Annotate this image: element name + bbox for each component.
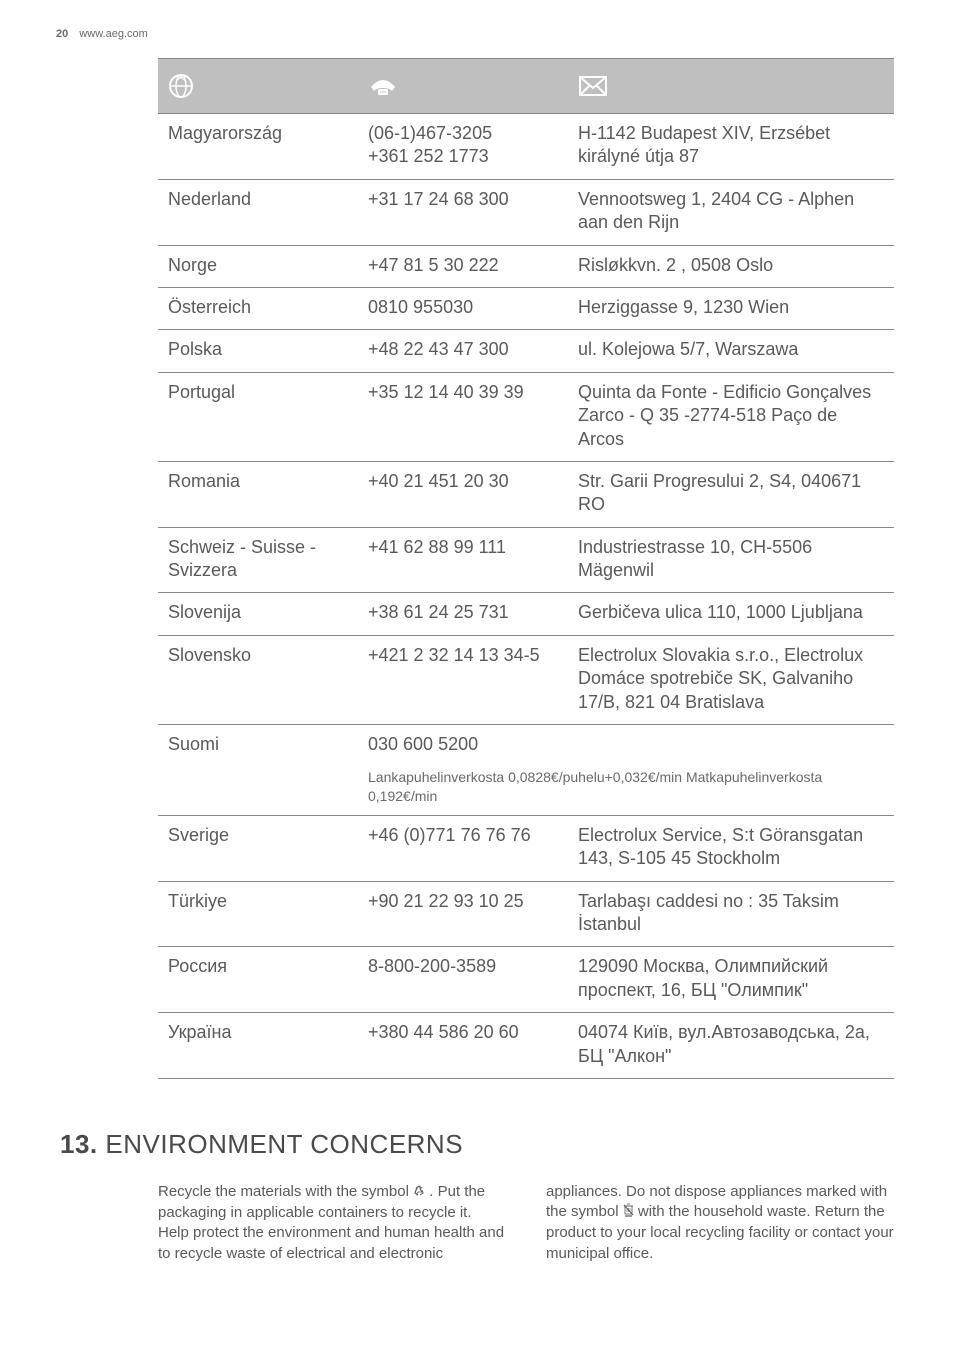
cell-phone: +421 2 32 14 13 34-5	[358, 635, 568, 724]
table-row: Türkiye+90 21 22 93 10 25Tarlabaşı cadde…	[158, 881, 894, 947]
mail-icon	[578, 75, 608, 97]
environment-text: Recycle the materials with the symbol . …	[158, 1182, 894, 1264]
phone-icon	[368, 75, 398, 97]
cell-phone: +90 21 22 93 10 25	[358, 881, 568, 947]
section-title: ENVIRONMENT CONCERNS	[105, 1129, 463, 1159]
cell-country: Slovensko	[158, 635, 358, 724]
cell-country: Norge	[158, 245, 358, 287]
cell-country: Magyarország	[158, 114, 358, 180]
cell-phone: +47 81 5 30 222	[358, 245, 568, 287]
table-row: Romania+40 21 451 20 30Str. Garii Progre…	[158, 461, 894, 527]
crossed-bin-icon	[623, 1203, 634, 1223]
cell-country: Sverige	[158, 815, 358, 881]
env-col-left: Recycle the materials with the symbol . …	[158, 1182, 506, 1264]
cell-country: Россия	[158, 947, 358, 1013]
recycle-icon	[413, 1183, 425, 1203]
cell-country: Romania	[158, 461, 358, 527]
table-row: Nederland+31 17 24 68 300Vennootsweg 1, …	[158, 179, 894, 245]
cell-address: H-1142 Budapest XIV, Erzsébet királyné ú…	[568, 114, 894, 180]
page-header: 20 www.aeg.com	[56, 28, 894, 40]
section-heading: 13. ENVIRONMENT CONCERNS	[60, 1129, 894, 1160]
page-number: 20	[56, 28, 68, 40]
table-row: Norge+47 81 5 30 222Risløkkvn. 2 , 0508 …	[158, 245, 894, 287]
table-row: Россия8-800-200-3589129090 Москва, Олимп…	[158, 947, 894, 1013]
col-phone-header	[358, 59, 568, 114]
cell-phone: +48 22 43 47 300	[358, 330, 568, 372]
cell-address: Industriestrasse 10, CH-5506 Mägenwil	[568, 527, 894, 593]
cell-country: Україна	[158, 1013, 358, 1079]
env-left-a: Recycle the materials with the symbol	[158, 1183, 413, 1200]
cell-phone: +40 21 451 20 30	[358, 461, 568, 527]
table-row: Sverige+46 (0)771 76 76 76Electrolux Ser…	[158, 815, 894, 881]
cell-address: Risløkkvn. 2 , 0508 Oslo	[568, 245, 894, 287]
cell-phone: 8-800-200-3589	[358, 947, 568, 1013]
cell-phone: +380 44 586 20 60	[358, 1013, 568, 1079]
cell-note: Lankapuhelinverkosta 0,0828€/puhelu+0,03…	[358, 766, 894, 815]
cell-address: 129090 Москва, Олимпийский проспект, 16,…	[568, 947, 894, 1013]
table-row: Magyarország(06-1)467-3205+361 252 1773H…	[158, 114, 894, 180]
col-country-header	[158, 59, 358, 114]
cell-phone: (06-1)467-3205+361 252 1773	[358, 114, 568, 180]
cell-address	[568, 725, 894, 767]
cell-address: Str. Garii Progresului 2, S4, 040671 RO	[568, 461, 894, 527]
cell-phone: +38 61 24 25 731	[358, 593, 568, 635]
col-mail-header	[568, 59, 894, 114]
cell-phone: +31 17 24 68 300	[358, 179, 568, 245]
cell-address: 04074 Київ, вул.Автозаводська, 2а, БЦ "А…	[568, 1013, 894, 1079]
cell-country: Türkiye	[158, 881, 358, 947]
cell-country: Schweiz - Suisse - Svizzera	[158, 527, 358, 593]
table-row: Slovenija+38 61 24 25 731Gerbičeva ulica…	[158, 593, 894, 635]
table-row: Schweiz - Suisse - Svizzera+41 62 88 99 …	[158, 527, 894, 593]
table-header-row	[158, 59, 894, 114]
table-row: Österreich0810 955030Herziggasse 9, 1230…	[158, 287, 894, 329]
cell-country: Portugal	[158, 372, 358, 461]
cell-phone: +41 62 88 99 111	[358, 527, 568, 593]
table-row: Portugal+35 12 14 40 39 39Quinta da Font…	[158, 372, 894, 461]
cell-address: ul. Kolejowa 5/7, Warszawa	[568, 330, 894, 372]
cell-country: Nederland	[158, 179, 358, 245]
cell-address: Quinta da Fonte - Edificio Gonçalves Zar…	[568, 372, 894, 461]
section-number: 13.	[60, 1129, 98, 1159]
cell-address: Electrolux Slovakia s.r.o., Electrolux D…	[568, 635, 894, 724]
table-note-row: Lankapuhelinverkosta 0,0828€/puhelu+0,03…	[158, 766, 894, 815]
cell-address: Herziggasse 9, 1230 Wien	[568, 287, 894, 329]
cell-empty	[158, 766, 358, 815]
cell-address: Electrolux Service, S:t Göransgatan 143,…	[568, 815, 894, 881]
env-col-right: appliances. Do not dispose appliances ma…	[546, 1182, 894, 1264]
cell-phone: +46 (0)771 76 76 76	[358, 815, 568, 881]
cell-phone: +35 12 14 40 39 39	[358, 372, 568, 461]
table-row: Slovensko+421 2 32 14 13 34-5Electrolux …	[158, 635, 894, 724]
globe-icon	[168, 73, 194, 99]
cell-address: Gerbičeva ulica 110, 1000 Ljubljana	[568, 593, 894, 635]
cell-country: Suomi	[158, 725, 358, 767]
cell-phone: 030 600 5200	[358, 725, 568, 767]
cell-country: Österreich	[158, 287, 358, 329]
table-row: Suomi030 600 5200	[158, 725, 894, 767]
table-row: Polska+48 22 43 47 300ul. Kolejowa 5/7, …	[158, 330, 894, 372]
cell-phone: 0810 955030	[358, 287, 568, 329]
cell-address: Vennootsweg 1, 2404 CG - Alphen aan den …	[568, 179, 894, 245]
site-url: www.aeg.com	[79, 28, 147, 40]
service-contacts-table: Magyarország(06-1)467-3205+361 252 1773H…	[158, 58, 894, 1079]
cell-country: Slovenija	[158, 593, 358, 635]
table-row: Україна+380 44 586 20 6004074 Київ, вул.…	[158, 1013, 894, 1079]
cell-country: Polska	[158, 330, 358, 372]
cell-address: Tarlabaşı caddesi no : 35 Taksim İstanbu…	[568, 881, 894, 947]
